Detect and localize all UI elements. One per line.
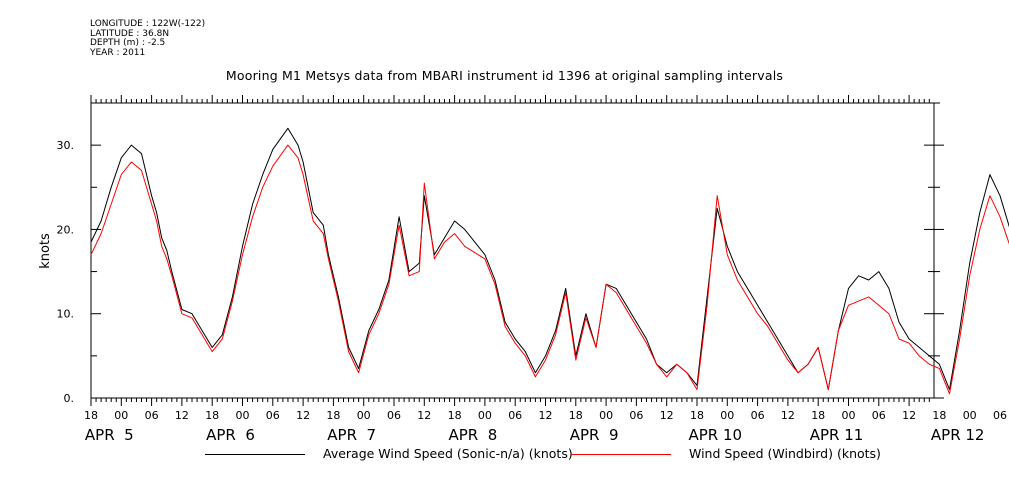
x-tick-label-hour: 00	[599, 409, 613, 422]
y-tick-label: 0.	[64, 392, 75, 405]
x-day-label: APR 10	[689, 426, 743, 444]
series-layer	[90, 127, 1009, 395]
x-day-label: APR 5	[85, 426, 134, 444]
meta-latitude: LATITUDE : 36.8N	[90, 28, 170, 39]
x-tick-label-hour: 06	[387, 409, 401, 422]
x-tick-label-hour: 18	[811, 409, 825, 422]
x-day-label: APR 9	[570, 426, 619, 444]
x-tick-label-hour: 00	[478, 409, 492, 422]
x-tick-label-hour: 12	[296, 409, 310, 422]
plot-frame	[90, 102, 935, 399]
meta-depth: DEPTH (m) : -2.5	[90, 38, 166, 48]
legend: Average Wind Speed (Sonic-n/a) (knots) W…	[0, 446, 1009, 464]
x-tick-label-hour: 12	[417, 409, 431, 422]
x-tick-label-hour: 06	[993, 409, 1007, 422]
x-tick-label-hour: 12	[175, 409, 189, 422]
x-tick-label-hour: 06	[145, 409, 159, 422]
y-tick-label: 10.	[57, 308, 75, 321]
x-tick-label-hour: 18	[84, 409, 98, 422]
x-tick-label-hour: 18	[569, 409, 583, 422]
axes-frame	[90, 102, 935, 399]
x-tick-label-hour: 00	[842, 409, 856, 422]
chart-title: Mooring M1 Metsys data from MBARI instru…	[225, 68, 784, 83]
x-day-label: APR 12	[931, 426, 985, 444]
x-tick-label-hour: 06	[508, 409, 522, 422]
y-tick-label: 30.	[57, 139, 75, 152]
x-day-label: APR 6	[206, 426, 255, 444]
x-tick-label-hour: 12	[781, 409, 795, 422]
x-day-label: APR 7	[327, 426, 376, 444]
x-tick-label-hour: 18	[205, 409, 219, 422]
x-tick-label-hour: 06	[266, 409, 280, 422]
x-tick-label-hour: 00	[357, 409, 371, 422]
tick-labels: 18 00 06 12 18 00 06 12 18 00 06 12 18 00 06 12 18 00 06 12…	[57, 139, 1008, 444]
x-tick-label-hour: 06	[751, 409, 765, 422]
series-line-windbird	[90, 144, 1009, 395]
legend-label-sonic: Average Wind Speed (Sonic-n/a) (knots)	[323, 446, 573, 461]
meta-longitude: LONGITUDE : 122W(-122)	[90, 19, 206, 29]
x-tick-label-hour: 18	[932, 409, 946, 422]
x-tick-label-hour: 00	[720, 409, 734, 422]
meta-year: YEAR : 2011	[90, 47, 146, 58]
x-tick-label-hour: 18	[448, 409, 462, 422]
x-day-label: APR 8	[448, 426, 497, 444]
x-tick-label-hour: 12	[902, 409, 916, 422]
x-tick-label-hour: 00	[963, 409, 977, 422]
tick-marks	[90, 95, 944, 406]
y-tick-label: 20.	[57, 223, 75, 236]
x-tick-label-hour: 18	[326, 409, 340, 422]
x-tick-label-hour: 18	[690, 409, 704, 422]
legend-label-windbird: Wind Speed (Windbird) (knots)	[689, 446, 881, 461]
x-tick-label-hour: 00	[236, 409, 250, 422]
x-tick-label-hour: 12	[539, 409, 553, 422]
x-tick-label-hour: 06	[872, 409, 886, 422]
x-tick-label-hour: 12	[660, 409, 674, 422]
series-line-sonic	[90, 127, 1009, 391]
legend-swatch-windbird	[571, 454, 671, 455]
y-axis-label: knots	[38, 233, 53, 269]
metadata-block: LONGITUDE : 122W(-122) LATITUDE : 36.8N …	[90, 19, 206, 58]
x-day-label: APR 11	[810, 426, 864, 444]
x-tick-label-hour: 06	[629, 409, 643, 422]
legend-swatch-sonic	[205, 454, 305, 455]
x-tick-label-hour: 00	[114, 409, 128, 422]
